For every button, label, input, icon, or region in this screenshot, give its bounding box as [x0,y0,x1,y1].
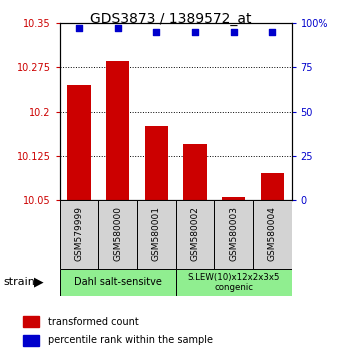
Bar [98,200,137,269]
Point [192,29,198,35]
Text: Dahl salt-sensitve: Dahl salt-sensitve [74,277,162,287]
Bar [60,200,98,269]
Text: percentile rank within the sample: percentile rank within the sample [48,335,213,346]
Bar [222,197,245,200]
Bar [261,173,284,200]
Text: GSM580001: GSM580001 [152,206,161,261]
Text: S.LEW(10)x12x2x3x5
congenic: S.LEW(10)x12x2x3x5 congenic [187,273,280,292]
Point [231,29,236,35]
Bar [214,200,253,269]
Bar [60,269,176,296]
Text: GSM580004: GSM580004 [268,206,277,261]
Bar [68,85,91,200]
Text: GSM579999: GSM579999 [74,206,84,261]
Bar [253,200,292,269]
Bar [176,200,214,269]
Bar [23,316,39,327]
Bar [176,269,292,296]
Text: GSM580003: GSM580003 [229,206,238,261]
Bar [106,61,129,200]
Text: GSM580000: GSM580000 [113,206,122,261]
Bar [183,144,207,200]
Point [76,25,82,31]
Text: GDS3873 / 1389572_at: GDS3873 / 1389572_at [90,12,251,27]
Bar [145,126,168,200]
Text: GSM580002: GSM580002 [190,206,199,261]
Bar [137,200,176,269]
Point [115,25,120,31]
Text: strain: strain [3,277,35,287]
Point [153,29,159,35]
Text: transformed count: transformed count [48,318,139,327]
Text: ▶: ▶ [34,276,44,289]
Point [269,29,275,35]
Bar [23,335,39,346]
